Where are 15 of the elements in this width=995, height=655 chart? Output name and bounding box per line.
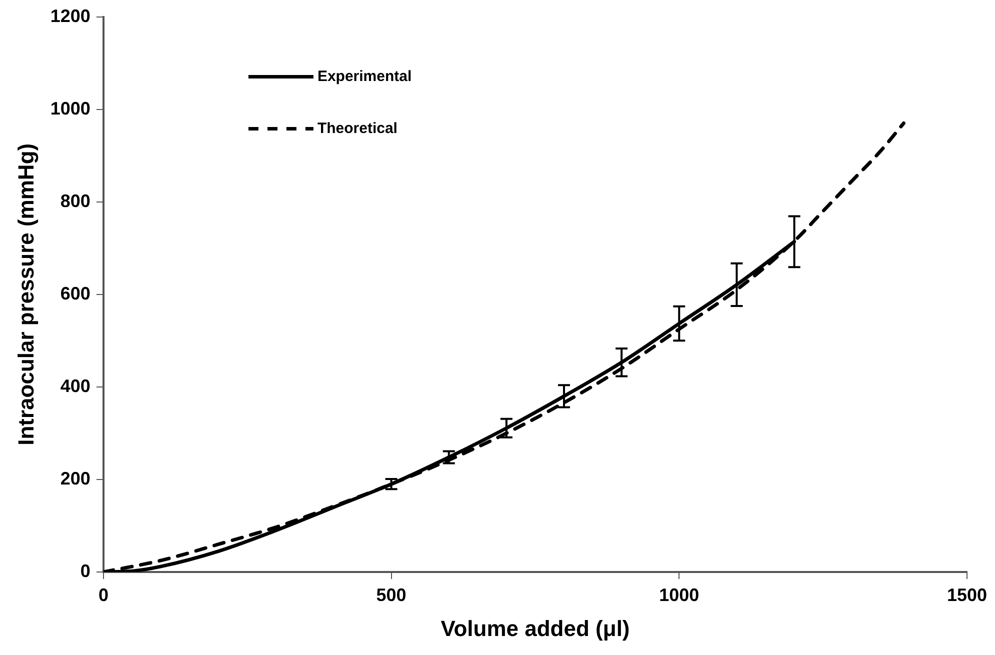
y-tick-label: 1200: [50, 6, 90, 26]
y-tick-label: 1000: [50, 98, 90, 118]
y-tick-label: 800: [60, 190, 90, 211]
x-tick-label: 500: [376, 584, 406, 605]
x-tick-label: 0: [98, 584, 108, 605]
y-axis-title: Intraocular pressure (mmHg): [13, 143, 38, 446]
y-tick-label: 600: [60, 283, 90, 304]
y-tick-label: 400: [60, 376, 90, 396]
legend-label: Theoretical: [317, 120, 398, 137]
y-tick-label: 200: [60, 468, 90, 488]
x-tick-label: 1000: [659, 584, 700, 605]
y-tick-label: 0: [80, 560, 90, 581]
x-axis-title: Volume added (μl): [440, 616, 630, 641]
legend-label: Experimental: [317, 68, 412, 85]
x-tick-label: 1500: [946, 584, 988, 605]
